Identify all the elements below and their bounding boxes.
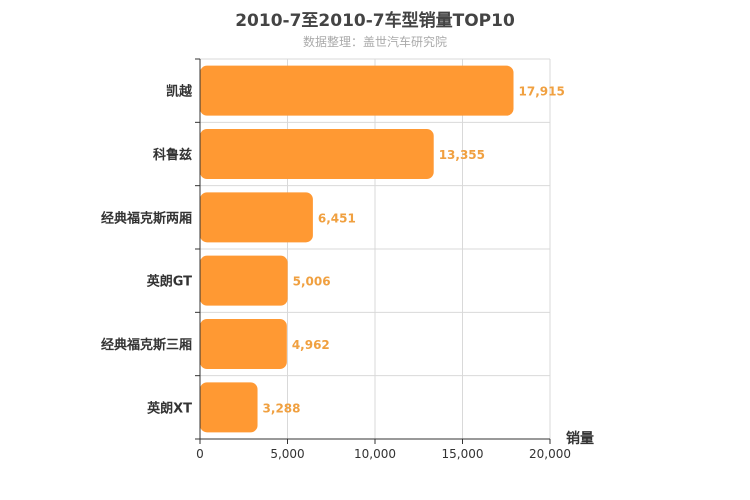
- data-label: 6,451: [318, 211, 356, 225]
- category-label: 英朗GT: [146, 274, 192, 290]
- category-label: 科鲁兹: [153, 147, 192, 163]
- grid: [200, 58, 551, 440]
- x-tick-label: 10,000: [354, 447, 396, 461]
- category-label: 经典福克斯两厢: [101, 210, 192, 226]
- bars: [200, 65, 514, 433]
- bar: [200, 65, 514, 116]
- labels: 0 5,000 10,000 15,000 20,000 凯越 17,915 科鲁兹 13,35…: [101, 84, 571, 461]
- category-label: 凯越: [166, 84, 193, 100]
- data-label: 17,915: [519, 85, 565, 99]
- bar: [200, 255, 288, 306]
- data-label: 3,288: [263, 401, 301, 415]
- x-axis-title: 销量: [566, 430, 594, 447]
- chart-title: 2010-7至2010-7车型销量TOP10: [235, 11, 515, 31]
- data-label: 4,962: [292, 338, 330, 352]
- data-label: 13,355: [439, 148, 485, 162]
- chart-subtitle: 数据整理：盖世汽车研究院: [302, 35, 447, 49]
- data-label: 5,006: [293, 275, 331, 289]
- bar: [200, 319, 287, 369]
- x-tick-label: 0: [196, 447, 204, 461]
- bar: [200, 192, 313, 243]
- x-tick-label: 5,000: [270, 447, 304, 461]
- category-label: 英朗XT: [146, 400, 192, 416]
- x-tick-label: 20,000: [529, 447, 571, 461]
- category-label: 经典福克斯三厢: [101, 337, 192, 353]
- ticks: [195, 58, 551, 444]
- bar: [200, 382, 258, 433]
- x-tick-label: 15,000: [442, 447, 484, 461]
- bar: [200, 129, 434, 179]
